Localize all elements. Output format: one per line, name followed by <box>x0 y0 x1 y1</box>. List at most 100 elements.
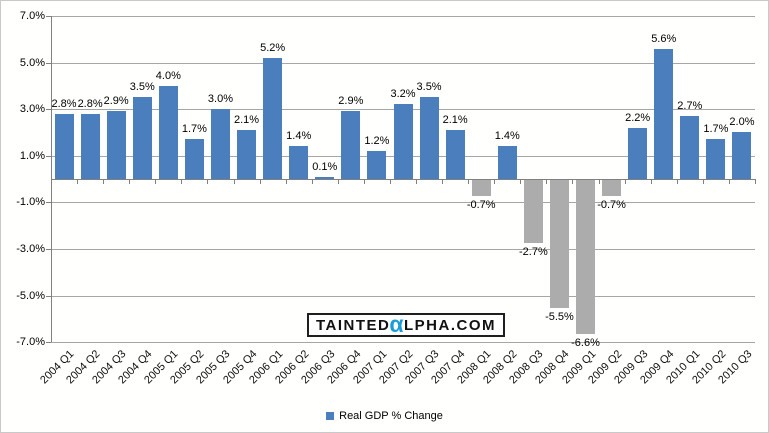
y-axis-label: 3.0% <box>19 103 45 116</box>
bar <box>680 116 700 179</box>
bar <box>419 97 439 179</box>
x-axis-tick <box>155 180 157 184</box>
x-axis-tick <box>259 180 261 184</box>
bar <box>576 180 596 334</box>
bar <box>471 180 491 197</box>
legend-label: Real GDP % Change <box>339 410 443 422</box>
bar <box>367 151 387 179</box>
bar <box>158 85 178 179</box>
bar <box>497 146 517 179</box>
x-axis-tick <box>624 180 626 184</box>
y-axis-label: 1.0% <box>19 149 45 162</box>
bar <box>54 113 74 179</box>
x-axis-tick <box>311 180 313 184</box>
x-axis-tick <box>363 180 365 184</box>
x-axis-tick <box>598 180 600 184</box>
x-axis-tick <box>468 180 470 184</box>
bar-value-label: 3.2% <box>390 88 416 101</box>
gridline <box>51 202 755 204</box>
bar-value-label: 2.1% <box>234 114 260 127</box>
legend: Real GDP % Change <box>1 409 768 423</box>
legend-marker-icon <box>326 412 335 420</box>
x-axis-tick <box>181 180 183 184</box>
y-axis-tick <box>46 155 51 157</box>
bar <box>732 132 752 179</box>
x-axis-tick <box>755 180 756 184</box>
bar-value-label: 4.0% <box>155 69 181 82</box>
bar <box>263 57 283 179</box>
y-axis-line <box>51 15 52 343</box>
x-axis-tick <box>207 180 209 184</box>
bar <box>706 139 726 179</box>
watermark-alpha-glyph: α <box>389 310 406 337</box>
bar <box>184 139 204 179</box>
x-axis-tick <box>285 180 287 184</box>
bar <box>602 180 622 197</box>
y-axis-label: 5.0% <box>19 56 45 69</box>
bar <box>393 104 413 179</box>
x-axis-tick <box>51 180 52 184</box>
x-axis-tick <box>416 180 418 184</box>
bar-value-label: -5.5% <box>545 311 574 324</box>
x-axis-line <box>51 179 756 180</box>
y-axis-tick <box>46 62 51 64</box>
bar-value-label: 1.2% <box>364 135 390 148</box>
x-axis-tick <box>494 180 496 184</box>
bar <box>80 113 100 179</box>
bar <box>106 111 126 179</box>
bar-value-label: 2.8% <box>51 97 77 110</box>
y-axis-label: -5.0% <box>16 289 45 302</box>
y-axis-label: -7.0% <box>16 336 45 349</box>
bar-value-label: 5.6% <box>651 32 677 45</box>
bar <box>523 180 543 243</box>
bar-value-label: 2.9% <box>338 95 364 108</box>
x-axis-tick <box>572 180 574 184</box>
bar-value-label: 1.7% <box>703 123 729 136</box>
gridline <box>51 62 755 64</box>
watermark: TAINTED α LPHA.COM <box>307 310 505 337</box>
x-axis-tick <box>233 180 235 184</box>
bar-value-label: -2.7% <box>518 245 548 258</box>
bar-value-label: 1.4% <box>494 130 520 143</box>
bar <box>210 109 230 179</box>
bar-value-label: 2.9% <box>103 95 129 108</box>
bar-value-label: 2.1% <box>442 114 468 127</box>
bar-value-label: -0.7% <box>466 199 496 212</box>
bar-value-label: 3.0% <box>207 93 233 106</box>
watermark-text-before: TAINTED <box>315 316 391 334</box>
x-axis-tick <box>520 180 522 184</box>
bar <box>341 111 361 179</box>
x-axis-tick <box>77 180 79 184</box>
bar <box>237 130 257 179</box>
bar <box>628 127 648 179</box>
x-axis-tick <box>103 180 105 184</box>
bar-value-label: 2.2% <box>625 111 651 124</box>
bar <box>132 97 152 179</box>
x-axis-tick <box>650 180 652 184</box>
y-axis-tick <box>46 15 51 17</box>
bar-value-label: 2.0% <box>729 116 755 129</box>
bar <box>315 176 335 179</box>
x-axis-tick <box>442 180 444 184</box>
y-axis-label: -1.0% <box>16 196 45 209</box>
x-axis-tick <box>546 180 548 184</box>
y-axis-tick <box>46 295 51 297</box>
bar-value-label: -0.7% <box>597 199 626 212</box>
y-axis-tick <box>46 248 51 250</box>
gridline <box>51 295 755 297</box>
x-axis-tick <box>389 180 391 184</box>
bar <box>445 130 465 179</box>
x-axis-tick <box>702 180 704 184</box>
gridline <box>51 342 755 344</box>
x-axis-tick <box>728 180 730 184</box>
y-axis-label: -3.0% <box>16 242 45 255</box>
x-axis-tick <box>337 180 339 184</box>
gridline <box>51 248 755 250</box>
bar-value-label: 3.5% <box>416 81 442 94</box>
y-axis-tick <box>46 109 51 111</box>
y-axis-tick <box>46 202 51 204</box>
y-axis-label: 7.0% <box>19 9 45 22</box>
bar-value-label: 2.8% <box>77 97 103 110</box>
